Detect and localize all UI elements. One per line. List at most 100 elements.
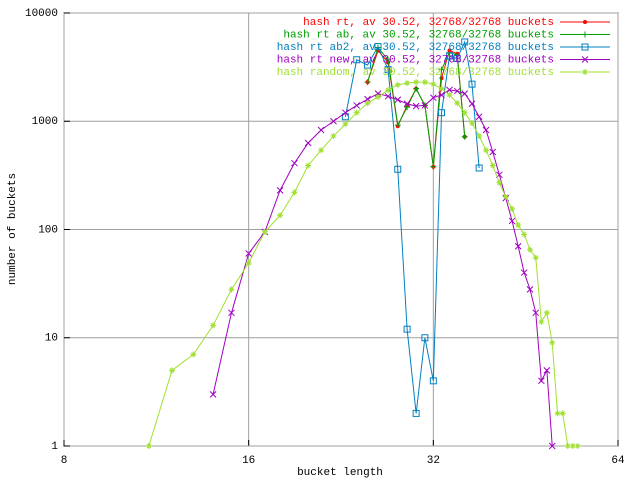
- legend-label: hash rt ab2, av 30.52, 32768/32768 bucke…: [277, 42, 554, 54]
- data-point: [461, 133, 468, 140]
- data-point: [482, 126, 490, 134]
- data-point: [403, 325, 411, 333]
- data-point: [559, 410, 566, 417]
- data-point: [549, 339, 556, 346]
- data-point: [385, 87, 392, 94]
- data-point: [502, 193, 509, 200]
- data-point: [261, 228, 268, 235]
- y-tick-label: 1000: [32, 116, 58, 128]
- data-point: [564, 443, 571, 449]
- data-point: [496, 179, 503, 186]
- data-point: [438, 85, 445, 92]
- data-point: [569, 443, 576, 449]
- data-point: [341, 113, 349, 121]
- data-point: [429, 377, 437, 385]
- data-point: [291, 189, 298, 196]
- data-point: [438, 109, 446, 117]
- data-point: [430, 81, 437, 88]
- data-point: [190, 351, 197, 358]
- data-point: [413, 79, 420, 86]
- data-point: [245, 250, 253, 257]
- legend-marker: [583, 20, 587, 24]
- data-point: [384, 92, 392, 100]
- y-tick-label: 10000: [25, 8, 58, 20]
- data-point: [461, 90, 469, 97]
- data-point: [353, 109, 360, 116]
- series-line: [148, 81, 578, 447]
- data-point: [403, 100, 411, 108]
- data-point: [574, 443, 581, 449]
- data-point: [515, 222, 522, 229]
- data-point: [394, 165, 402, 173]
- data-point: [446, 86, 453, 94]
- data-point: [210, 322, 217, 329]
- data-point: [476, 133, 483, 140]
- legend-label: hash random, av 30.52, 32768/32768 bucke…: [277, 67, 554, 79]
- data-point: [342, 121, 349, 128]
- data-point: [446, 91, 453, 98]
- data-point: [330, 133, 337, 140]
- data-point: [521, 231, 528, 238]
- data-point: [475, 164, 483, 172]
- data-point: [526, 285, 534, 293]
- legend-label: hash rt new, av 30.52, 32768/32768 bucke…: [277, 54, 554, 66]
- series-line: [344, 40, 480, 414]
- data-point: [412, 102, 420, 110]
- x-tick-label: 64: [611, 455, 625, 467]
- data-point: [291, 159, 298, 167]
- x-tick-label: 8: [61, 455, 68, 467]
- data-point: [318, 147, 325, 154]
- data-point: [209, 390, 217, 398]
- data-point: [430, 163, 437, 170]
- data-point: [341, 109, 349, 117]
- data-point: [514, 242, 522, 250]
- x-tick-label: 32: [427, 455, 440, 467]
- data-point: [385, 56, 392, 63]
- data-point: [330, 117, 337, 125]
- data-point: [305, 162, 312, 169]
- legend-marker: [582, 31, 588, 38]
- data-point: [228, 309, 235, 317]
- data-point: [483, 147, 490, 154]
- data-point: [145, 443, 152, 449]
- data-point: [453, 54, 461, 62]
- data-point: [543, 366, 551, 374]
- data-point: [384, 66, 392, 74]
- data-point: [317, 126, 325, 134]
- data-point: [520, 269, 528, 276]
- data-point: [453, 87, 461, 95]
- data-point: [468, 100, 476, 108]
- legend-label: hash rt, av 30.52, 32768/32768 buckets: [303, 17, 554, 29]
- data-point: [438, 66, 445, 73]
- data-point: [394, 122, 401, 129]
- data-point: [445, 52, 453, 60]
- data-point: [364, 61, 372, 69]
- data-point: [228, 286, 235, 293]
- data-point: [554, 410, 561, 417]
- data-point: [276, 186, 284, 194]
- data-point: [461, 109, 468, 116]
- data-point: [429, 94, 437, 102]
- data-point: [538, 377, 545, 385]
- data-point: [489, 162, 496, 169]
- data-point: [374, 43, 382, 51]
- y-tick-label: 1: [51, 441, 58, 453]
- data-point: [375, 93, 382, 100]
- legend-marker: [582, 69, 588, 75]
- data-point: [421, 334, 429, 342]
- data-point: [475, 113, 483, 121]
- data-point: [353, 102, 361, 109]
- data-point: [438, 91, 445, 99]
- data-point: [532, 309, 540, 317]
- data-point: [304, 139, 312, 147]
- data-point: [489, 148, 497, 156]
- data-point: [169, 367, 176, 374]
- data-point: [469, 120, 476, 127]
- data-point: [538, 318, 545, 325]
- data-point: [277, 212, 284, 219]
- x-axis-label: bucket length: [297, 467, 383, 479]
- data-point: [413, 85, 420, 92]
- data-point: [508, 217, 516, 225]
